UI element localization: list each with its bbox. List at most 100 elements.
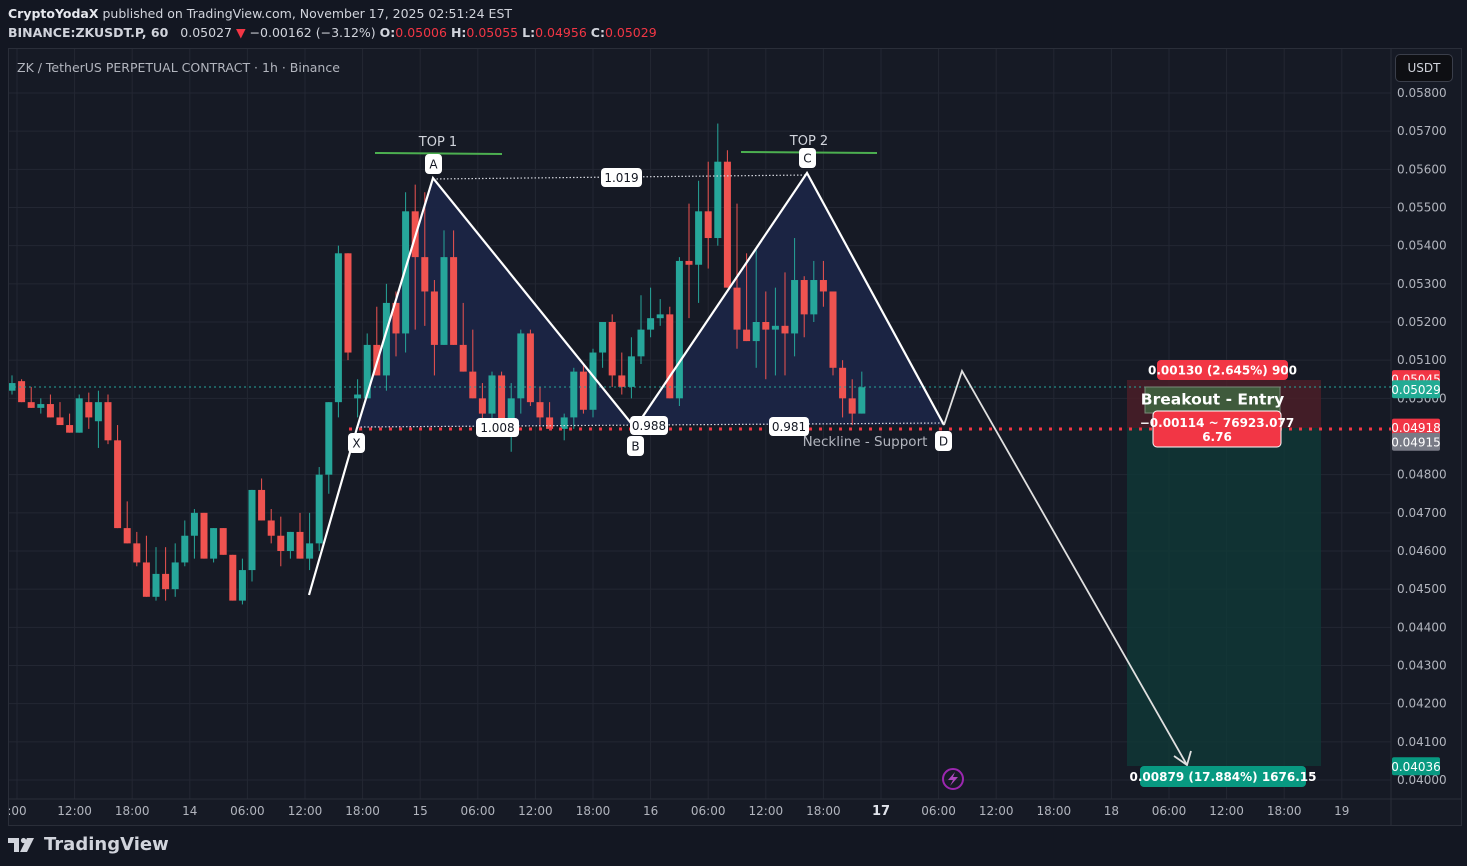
price-tick: 0.05800 — [1397, 86, 1447, 100]
low-label: L: — [522, 25, 536, 40]
time-tick: 12:00 — [288, 804, 323, 818]
time-tick: :00 — [9, 804, 27, 818]
time-tick: 06:00 — [461, 804, 496, 818]
last-price: 0.05027 — [180, 25, 232, 40]
price-tick: 0.04400 — [1397, 620, 1447, 634]
svg-text:0.04918: 0.04918 — [1391, 421, 1441, 435]
author-name[interactable]: CryptoYodaX — [8, 6, 99, 21]
time-tick: 12:00 — [749, 804, 784, 818]
point-x-label: X — [348, 433, 365, 453]
down-arrow-icon: ▼ — [235, 25, 246, 40]
svg-text:Breakout - Entry: Breakout - Entry — [1141, 391, 1284, 409]
time-tick: 18 — [1104, 804, 1119, 818]
open-label: O: — [379, 25, 396, 40]
point-a-label: A — [425, 154, 442, 174]
time-tick: 18:00 — [806, 804, 841, 818]
time-tick: 12:00 — [518, 804, 553, 818]
time-tick: 12:00 — [1209, 804, 1244, 818]
time-tick: 17 — [872, 804, 890, 819]
svg-text:0.05029: 0.05029 — [1391, 383, 1441, 397]
price-tick: 0.04000 — [1397, 773, 1447, 787]
svg-text:6.76: 6.76 — [1202, 430, 1232, 444]
open-value: 0.05006 — [395, 25, 447, 40]
svg-text:1.008: 1.008 — [480, 421, 514, 435]
price-badge: 0.05029 — [1391, 380, 1441, 399]
neckline-label: Neckline - Support — [803, 434, 928, 450]
point-d-label: D — [935, 431, 952, 451]
projection-path — [943, 368, 1188, 766]
svg-text:0.00130 (2.645%) 900: 0.00130 (2.645%) 900 — [1148, 364, 1297, 378]
time-tick: 06:00 — [691, 804, 726, 818]
symbol-info-bar: BINANCE:ZKUSDT.P, 60 0.05027 ▼ −0.00162 … — [8, 25, 657, 40]
svg-text:D: D — [939, 435, 948, 449]
time-tick: 06:00 — [1152, 804, 1187, 818]
price-tick: 0.04300 — [1397, 659, 1447, 673]
svg-text:0.988: 0.988 — [632, 419, 666, 433]
point-b-label: B — [627, 436, 644, 456]
stop-loss-label: 0.00130 (2.645%) 900 — [1148, 360, 1297, 380]
svg-text:0.04915: 0.04915 — [1391, 435, 1441, 449]
top1-label: TOP 1 — [418, 135, 457, 150]
close-label: C: — [590, 25, 605, 40]
svg-text:−0.00114 ~ 76923.077: −0.00114 ~ 76923.077 — [1140, 416, 1294, 430]
ratio-label-bc: 0.988 — [630, 416, 668, 435]
tradingview-logo[interactable]: TradingView — [8, 834, 169, 855]
time-tick: 18:00 — [115, 804, 150, 818]
chart-container[interactable]: 0.05800 0.05700 0.05600 0.05500 0.05400 0.053… — [8, 48, 1462, 826]
price-badge: 0.04915 — [1391, 432, 1441, 451]
lightning-icon[interactable] — [942, 768, 964, 790]
time-tick: 06:00 — [230, 804, 265, 818]
time-tick: 18:00 — [576, 804, 611, 818]
high-label: H: — [450, 25, 467, 40]
svg-text:0.04036: 0.04036 — [1391, 760, 1441, 774]
pattern-lines — [307, 170, 945, 596]
time-tick: 12:00 — [979, 804, 1014, 818]
price-tick: 0.04800 — [1397, 468, 1447, 482]
svg-text:B: B — [631, 440, 639, 454]
svg-text:0.981: 0.981 — [772, 420, 806, 434]
price-tick: 0.04100 — [1397, 735, 1447, 749]
target-label: 0.00879 (17.884%) 1676.15 — [1130, 766, 1317, 787]
top2-label: TOP 2 — [789, 134, 828, 149]
svg-text:0.00879 (17.884%) 1676.15: 0.00879 (17.884%) 1676.15 — [1130, 770, 1317, 784]
publish-info: CryptoYodaX published on TradingView.com… — [8, 6, 512, 21]
time-tick: 14 — [182, 804, 197, 818]
price-tick: 0.05600 — [1397, 162, 1447, 176]
brand-name: TradingView — [44, 834, 169, 855]
svg-text:X: X — [352, 437, 360, 451]
price-tick: 0.04600 — [1397, 544, 1447, 558]
time-tick: 18:00 — [1037, 804, 1072, 818]
take-profit-zone — [1127, 428, 1321, 766]
candlesticks — [9, 123, 866, 605]
price-tick: 0.05200 — [1397, 315, 1447, 329]
price-badge: 0.04036 — [1391, 757, 1441, 776]
published-text: published on TradingView.com, November 1… — [98, 6, 513, 21]
price-chart[interactable]: 0.05800 0.05700 0.05600 0.05500 0.05400 0.053… — [9, 49, 1461, 825]
tv-logo-icon — [8, 837, 34, 852]
close-value: 0.05029 — [604, 25, 657, 40]
time-tick: 15 — [413, 804, 428, 818]
pattern-fill — [357, 173, 944, 428]
low-value: 0.04956 — [535, 25, 587, 40]
chart-title: ZK / TetherUS PERPETUAL CONTRACT · 1h · … — [17, 60, 340, 75]
time-tick: 18:00 — [345, 804, 380, 818]
time-tick: 06:00 — [921, 804, 956, 818]
price-tick: 0.04200 — [1397, 697, 1447, 711]
ratio-label-cd: 0.981 — [769, 417, 809, 436]
svg-text:C: C — [803, 152, 811, 166]
time-tick: 12:00 — [57, 804, 92, 818]
time-tick: 16 — [643, 804, 658, 818]
svg-text:1.019: 1.019 — [604, 171, 638, 185]
top1-line — [374, 152, 503, 155]
price-tick: 0.05700 — [1397, 124, 1447, 138]
point-c-label: C — [799, 148, 816, 168]
currency-button[interactable]: USDT — [1395, 54, 1453, 82]
price-badge: 0.04918 — [1391, 418, 1441, 437]
price-tick: 0.05300 — [1397, 277, 1447, 291]
high-value: 0.05055 — [466, 25, 519, 40]
price-tick: 0.05400 — [1397, 239, 1447, 253]
svg-text:A: A — [429, 158, 438, 172]
price-tick: 0.04500 — [1397, 582, 1447, 596]
price-tick: 0.05500 — [1397, 201, 1447, 215]
